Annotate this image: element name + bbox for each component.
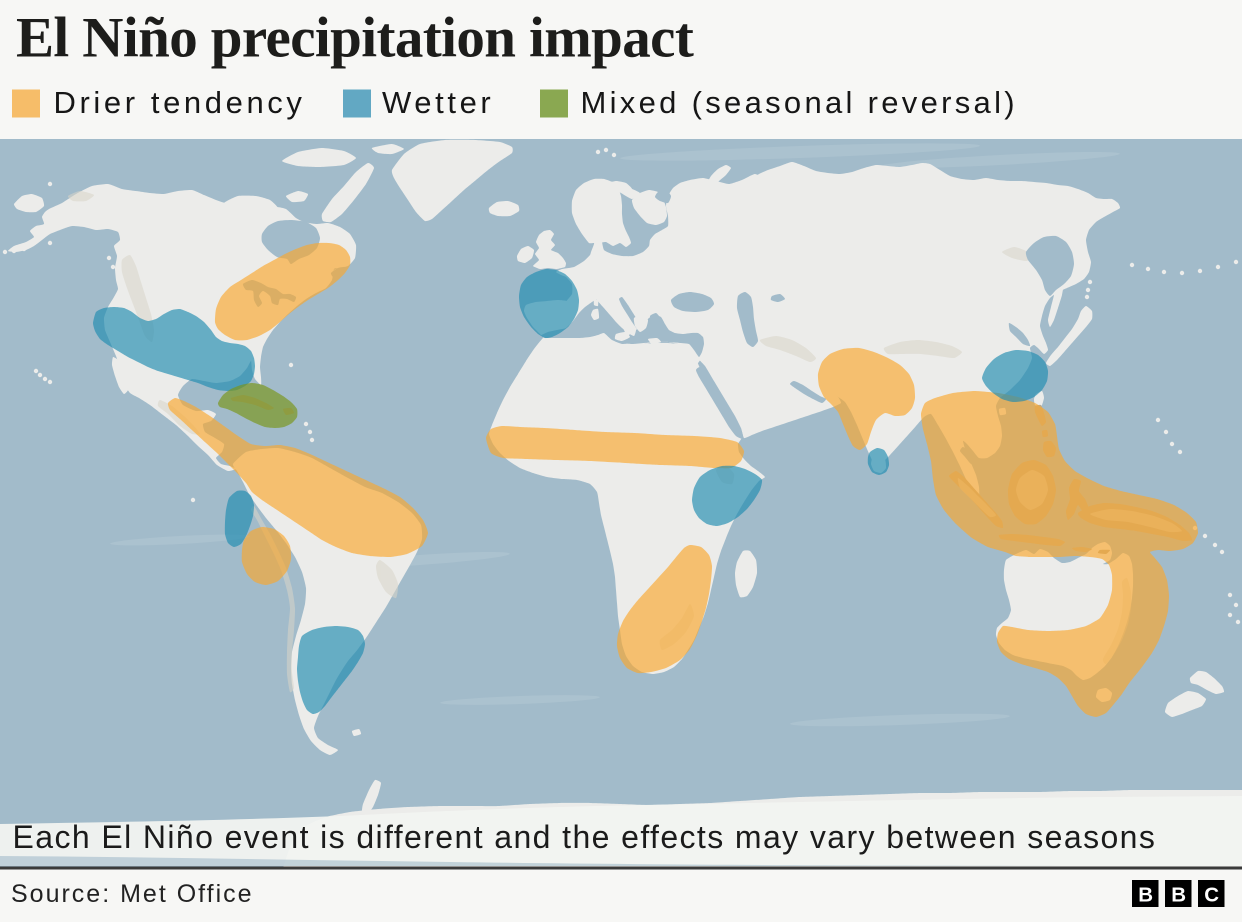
svg-text:B: B <box>1171 884 1186 907</box>
svg-text:B: B <box>1138 884 1153 907</box>
svg-text:Drier tendency: Drier tendency <box>54 85 306 120</box>
svg-text:Mixed (seasonal reversal): Mixed (seasonal reversal) <box>581 85 1018 120</box>
svg-text:C: C <box>1204 884 1219 907</box>
svg-text:Source: Met Office: Source: Met Office <box>11 880 254 908</box>
svg-text:El Niño precipitation impact: El Niño precipitation impact <box>16 7 694 70</box>
svg-text:Wetter: Wetter <box>382 85 494 120</box>
svg-text:Each El Niño event is differen: Each El Niño event is different and the … <box>13 819 1157 855</box>
